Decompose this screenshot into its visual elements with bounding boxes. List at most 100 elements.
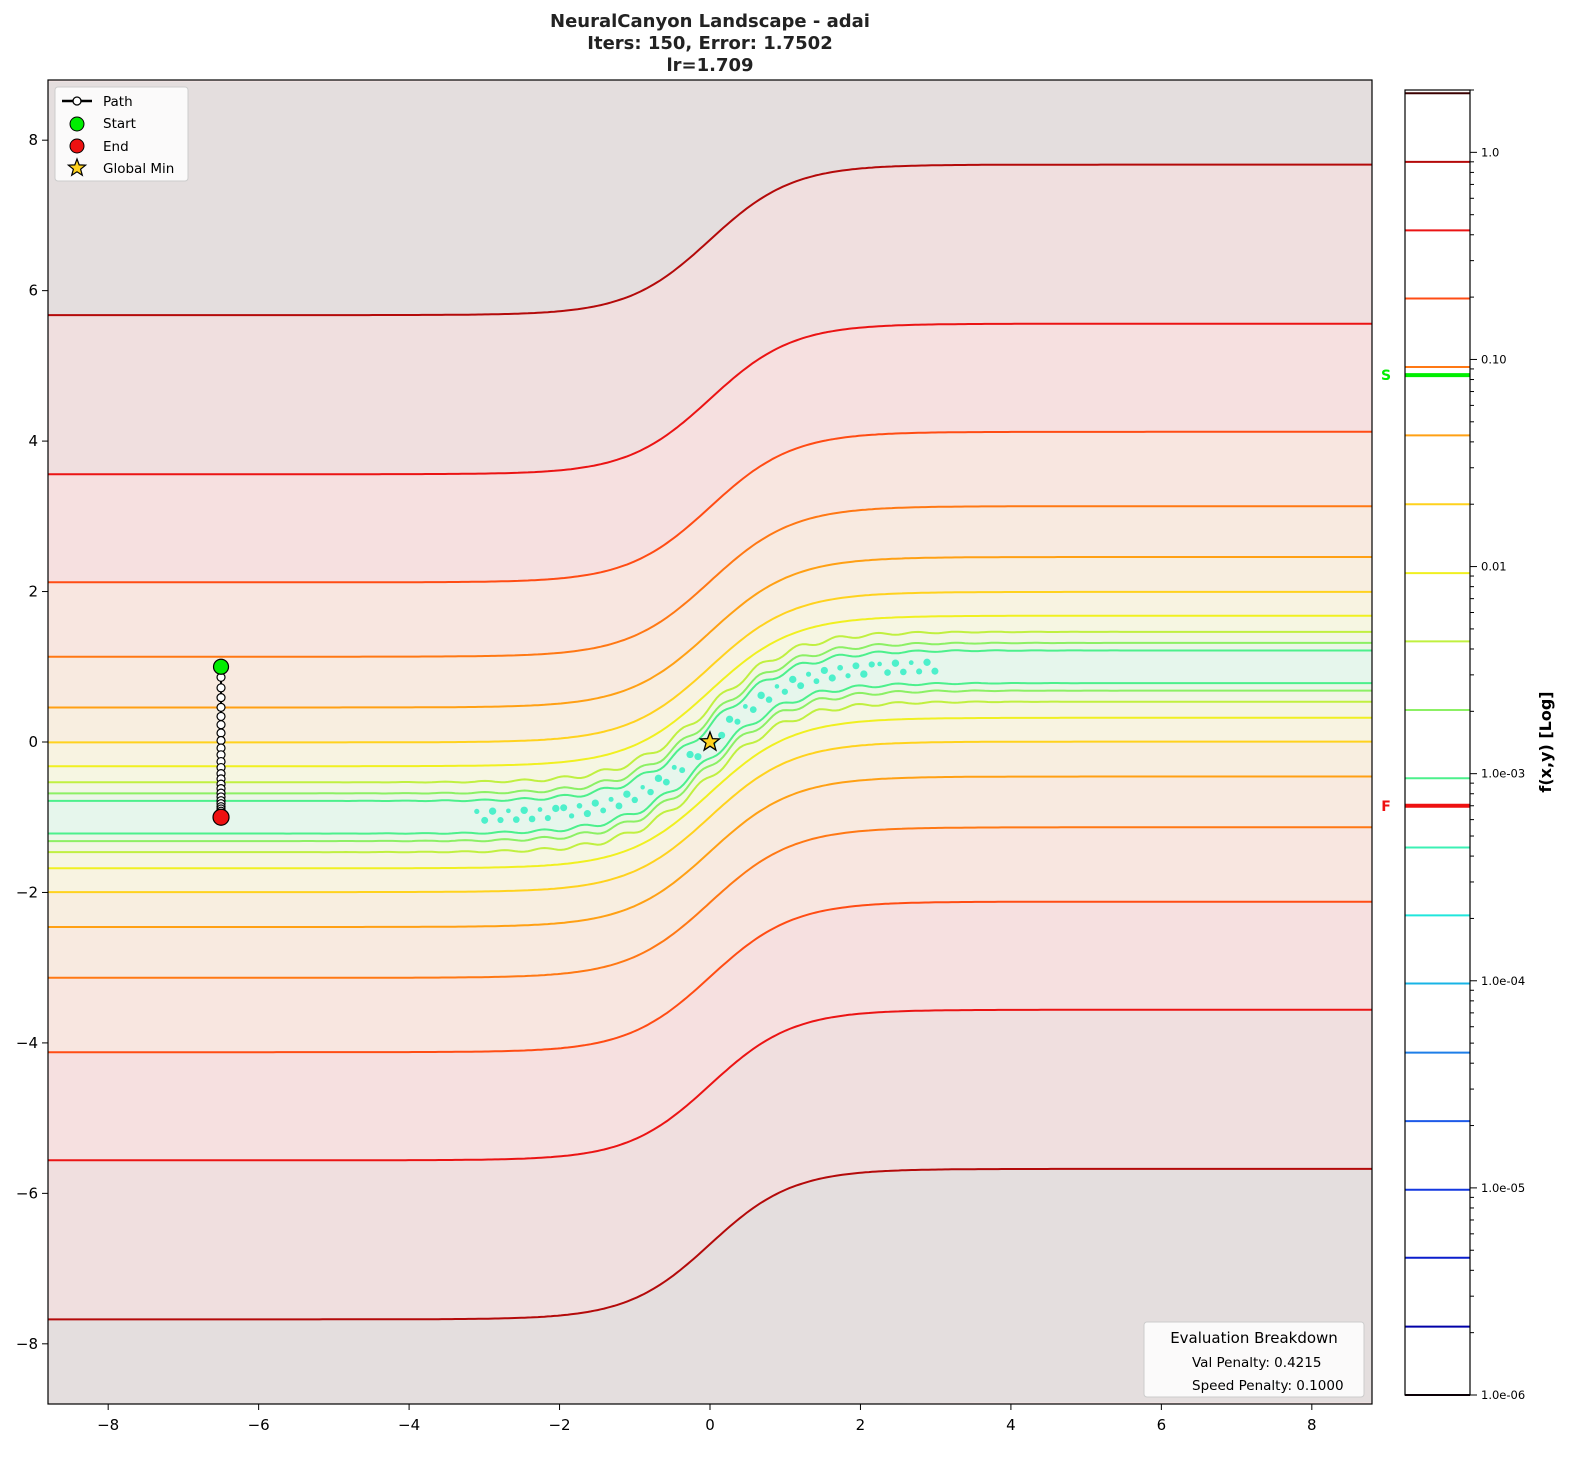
valley-marker — [774, 684, 780, 689]
valley-marker — [899, 668, 907, 676]
colorbar-body — [1405, 90, 1470, 1395]
contour-line — [48, 556, 1372, 709]
x-tick-label: 6 — [1157, 1416, 1167, 1434]
colorbar-frame — [1404, 89, 1471, 1396]
valley-marker — [537, 807, 543, 812]
valley-marker — [686, 750, 694, 759]
valley-marker — [615, 802, 623, 810]
y-tick-label: −4 — [16, 1034, 38, 1052]
chart-title-line-3: lr=1.709 — [666, 55, 753, 76]
contour-line — [48, 630, 1372, 784]
valley-marker — [583, 810, 591, 818]
optimizer-path — [212, 658, 722, 826]
valley-marker — [679, 767, 686, 774]
contour-line — [48, 716, 1372, 870]
contour-line — [48, 700, 1372, 854]
y-axis: −8 −6 −4 −2 0 2 4 6 8 — [16, 131, 48, 1353]
chart-title-line-2: Iters: 150, Error: 1.7502 — [587, 33, 832, 54]
legend-star-icon — [66, 157, 88, 177]
legend-path-marker — [72, 96, 82, 106]
valley-marker — [891, 659, 900, 667]
valley-marker — [481, 816, 489, 824]
colorbar-marker-label: S — [1381, 368, 1391, 384]
legend-start-marker — [69, 116, 85, 132]
valley-marker — [591, 799, 599, 807]
valley-marker — [828, 674, 836, 682]
valley-marker — [520, 806, 528, 814]
colorbar-tick-label: 1.0 — [1481, 145, 1499, 159]
valley-marker — [789, 675, 797, 684]
valley-marker — [474, 808, 480, 815]
valley-marker — [662, 778, 670, 786]
path-point — [216, 711, 226, 722]
valley-marker — [837, 664, 844, 671]
legend-label-start: Start — [103, 116, 136, 132]
valley-marker — [757, 691, 765, 700]
colorbar-tick-label: 1.0e-04 — [1481, 974, 1525, 988]
path-point — [216, 735, 226, 746]
colorbar-marker-label: F — [1381, 799, 1391, 815]
valley-marker — [528, 815, 536, 823]
colorbar-tick-label: 1.0e-03 — [1481, 767, 1525, 781]
evaluation-title: Evaluation Breakdown — [1170, 1329, 1338, 1347]
x-tick-label: −8 — [97, 1416, 119, 1434]
valley-marker — [797, 682, 805, 690]
contour-line — [48, 1008, 1372, 1162]
valley-marker — [742, 703, 748, 709]
valley-marker — [608, 796, 614, 802]
valley-marker — [623, 790, 631, 798]
legend: Path Start End Global Min — [54, 86, 189, 182]
contour-line — [48, 740, 1372, 894]
evaluation-speed-penalty: Speed Penalty: 0.1000 — [1192, 1378, 1344, 1394]
valley-marker — [552, 804, 560, 813]
evaluation-box-frame — [1143, 1321, 1365, 1398]
valley-marker — [749, 706, 757, 714]
valley-marker — [640, 785, 645, 790]
contour-lines — [48, 163, 1372, 1321]
valley-marker — [560, 804, 568, 812]
contour-line — [48, 826, 1372, 979]
valley-marker — [908, 660, 914, 666]
valley-marker — [852, 662, 860, 670]
x-tick-label: −6 — [248, 1416, 270, 1434]
contour-line — [48, 641, 1372, 795]
x-tick-label: 2 — [856, 1416, 866, 1434]
colorbar: S F 1.0 0.10 0.01 1.0e-03 1.0e-04 1.0e-05 1.0e-… — [1381, 89, 1555, 1402]
valley-marker — [544, 814, 551, 822]
evaluation-box: Evaluation Breakdown Val Penalty: 0.4215… — [1143, 1321, 1365, 1398]
contour-line — [48, 163, 1372, 317]
plot-area — [48, 80, 1372, 1404]
contour-line — [48, 614, 1372, 768]
y-tick-label: −6 — [16, 1184, 38, 1202]
legend-label-global-min: Global Min — [103, 161, 174, 177]
valley-marker — [923, 658, 931, 666]
valley-marker — [568, 813, 575, 819]
legend-box — [54, 86, 189, 182]
contour-line — [48, 775, 1372, 928]
colorbar-tick-label: 1.0e-06 — [1481, 1388, 1525, 1402]
valley-marker — [805, 671, 812, 677]
x-tick-label: −2 — [548, 1416, 570, 1434]
valley-marker — [734, 718, 741, 725]
valley-marker — [718, 731, 726, 739]
valley-marker — [860, 670, 868, 678]
y-tick-label: 2 — [28, 583, 38, 601]
valley-marker — [497, 816, 504, 824]
global-min-star — [698, 730, 722, 752]
valley-marker — [506, 808, 511, 814]
y-tick-label: 0 — [28, 733, 38, 751]
contour-line — [48, 430, 1372, 584]
y-tick-label: −8 — [16, 1335, 38, 1353]
path-point — [216, 720, 226, 730]
path-point — [216, 728, 226, 738]
chart-title-line-1: NeuralCanyon Landscape - adai — [550, 11, 870, 32]
valley-markers — [474, 658, 939, 824]
contour-line — [48, 505, 1372, 658]
colorbar-tick-label: 0.01 — [1481, 560, 1507, 574]
valley-marker — [813, 678, 820, 685]
x-tick-label: 4 — [1006, 1416, 1016, 1434]
start-marker — [212, 658, 230, 675]
x-tick-label: 8 — [1307, 1416, 1317, 1434]
valley-marker — [868, 661, 875, 668]
